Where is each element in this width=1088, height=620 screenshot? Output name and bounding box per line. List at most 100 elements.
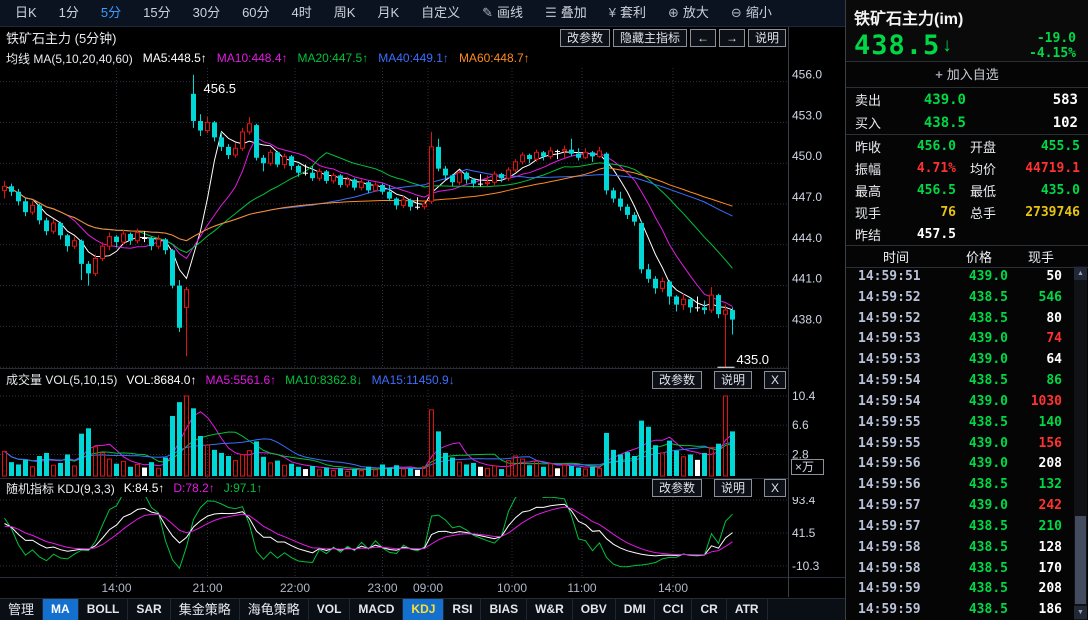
scroll-down-icon[interactable]: ▼ [1074,606,1087,619]
tab-label: 日K [15,5,37,20]
period-tab-15分[interactable]: 15分 [132,0,181,27]
trade-qty: 74 [1046,331,1062,347]
trade-qty: 132 [1038,477,1062,493]
indicator-tab-CCI[interactable]: CCI [655,599,693,620]
chart-header-button-2[interactable]: ← [689,28,716,47]
indicator-tab-RSI[interactable]: RSI [444,599,482,620]
bid-row[interactable]: 买入 438.5 102 [846,111,1088,134]
trade-qty: 210 [1038,518,1062,534]
trade-time: 14:59:54 [858,393,921,409]
money-tab[interactable]: ¥ 套利 [598,0,657,27]
trade-time: 14:59:59 [858,602,921,618]
low-value: 435.0 [1040,182,1080,198]
trade-qty: 208 [1038,456,1062,472]
trade-time: 14:59:58 [858,539,921,555]
vol-header-button-0[interactable]: 改参数 [651,370,702,389]
trade-time: 14:59:57 [858,518,921,534]
kdj-header-button-2[interactable]: X [763,479,786,497]
price-axis-label: 450.0 [792,149,822,163]
high-price-annotation: 456.5 [204,81,237,96]
scrollbar-thumb[interactable] [1075,516,1086,604]
stats-row: 现手 76 总手 2739746 [846,201,1088,223]
chart-header-button-3[interactable]: → [718,28,745,47]
price-direction-icon: ↓ [942,34,952,56]
indicator-tab-DMI[interactable]: DMI [616,599,655,620]
indicator-tab-管理[interactable]: 管理 [0,599,44,620]
stack-tab[interactable]: ☰ 叠加 [534,0,598,27]
ask-label: 卖出 [855,93,882,108]
period-tab-1分[interactable]: 1分 [48,0,90,27]
period-tab-60分[interactable]: 60分 [231,0,280,27]
candles-layer [2,74,735,368]
kdj-header-button-0[interactable]: 改参数 [651,479,702,497]
period-tab-5分[interactable]: 5分 [90,0,132,27]
low-label: 最低 [970,183,997,199]
indicator-tab-海龟策略[interactable]: 海龟策略 [240,599,309,620]
indicator-tab-集金策略[interactable]: 集金策略 [171,599,240,620]
kdj-header-button-1[interactable]: 说明 [713,479,752,497]
trade-qty: 242 [1038,498,1062,514]
ask-qty: 583 [1052,91,1078,108]
kdj-axis-label: 41.5 [792,526,816,540]
indicator-tab-OBV[interactable]: OBV [573,599,616,620]
scroll-up-icon[interactable]: ▲ [1074,267,1087,280]
trade-row: 14:59:51 439.0 50 [846,266,1088,287]
trade-row: 14:59:53 439.0 64 [846,349,1088,370]
bid-qty: 102 [1052,114,1078,131]
trade-time: 14:59:59 [858,581,921,597]
stats-row: 最高 456.5 最低 435.0 [846,179,1088,201]
indicator-tab-BIAS[interactable]: BIAS [481,599,528,620]
trade-row: 14:59:54 439.0 1030 [846,391,1088,412]
period-tab-4时[interactable]: 4时 [281,0,323,27]
trade-row: 14:59:52 438.5 546 [846,287,1088,308]
trade-list-scrollbar[interactable]: ▲ ▼ [1074,266,1087,620]
low-price-annotation: 435.0 [737,352,770,367]
kdj-chart[interactable]: 93.4 41.5 -10.3 [0,497,845,577]
ask-row[interactable]: 卖出 439.0 583 [846,88,1088,111]
indicator-tab-ATR[interactable]: ATR [727,599,768,620]
indicator-tab-W&R[interactable]: W&R [527,599,573,620]
period-tab-自定义[interactable]: 自定义 [410,0,471,27]
ma-row-value-1: MA10:448.4↑ [216,51,288,65]
ma60-line [4,166,733,242]
chart-title: 铁矿石主力 (5分钟) [6,31,117,46]
trade-time: 14:59:55 [858,435,921,451]
ma-row-value-2: MA20:447.5↑ [297,51,369,65]
period-tab-月K[interactable]: 月K [366,0,410,27]
trade-qty: 86 [1046,373,1062,389]
trade-qty: 50 [1046,268,1062,284]
trade-row: 14:59:56 439.0 208 [846,453,1088,474]
chart-header-button-1[interactable]: 隐藏主指标 [612,28,687,47]
volume-chart[interactable]: 10.4 6.6 2.8×万 [0,390,845,478]
indicator-tab-SAR[interactable]: SAR [128,599,171,620]
vol-header-prefix: 成交量 VOL(5,10,15) [6,373,118,387]
indicator-tab-KDJ[interactable]: KDJ [403,599,445,620]
indicator-tab-VOL[interactable]: VOL [309,599,351,620]
indicator-tab-MA[interactable]: MA [43,599,79,620]
add-watchlist-button[interactable]: + 加入自选 [846,62,1088,88]
volume-indicator-row: 成交量 VOL(5,10,15) VOL:8684.0↑ MA5:5561.6↑ MA… [0,368,788,390]
chart-header-button-0[interactable]: 改参数 [559,28,610,47]
trade-row: 14:59:56 438.5 132 [846,474,1088,495]
zoom-out-tab[interactable]: ⊖ 缩小 [720,0,783,27]
period-tab-周K[interactable]: 周K [323,0,367,27]
main-candlestick-chart[interactable]: 456.0 453.0 450.0 447.0 444.0 441.0 438.0 456.5… [0,68,845,368]
indicator-tab-BOLL[interactable]: BOLL [79,599,129,620]
indicator-tab-MACD[interactable]: MACD [350,599,404,620]
pencil-tab[interactable]: ✎ 画线 [471,0,534,27]
trade-qty: 140 [1038,414,1062,430]
indicator-tab-CR[interactable]: CR [692,599,727,620]
period-tab-日K[interactable]: 日K [4,0,48,27]
money-icon: ¥ [608,5,616,20]
trade-row: 14:59:59 438.5 186 [846,599,1088,620]
vol-header-button-1[interactable]: 说明 [713,370,752,389]
chart-header-button-4[interactable]: 说明 [747,28,786,47]
order-book: 卖出 439.0 583 买入 438.5 102 [846,88,1088,135]
zoom-in-tab[interactable]: ⊕ 放大 [657,0,720,27]
vol-header-button-2[interactable]: X [763,370,786,389]
grid-layer: 10.4 6.6 2.8×万 [0,390,824,478]
zoom-in-icon: ⊕ [667,5,679,20]
period-tab-30分[interactable]: 30分 [182,0,231,27]
x-tick-label: 10:00 [496,581,528,595]
